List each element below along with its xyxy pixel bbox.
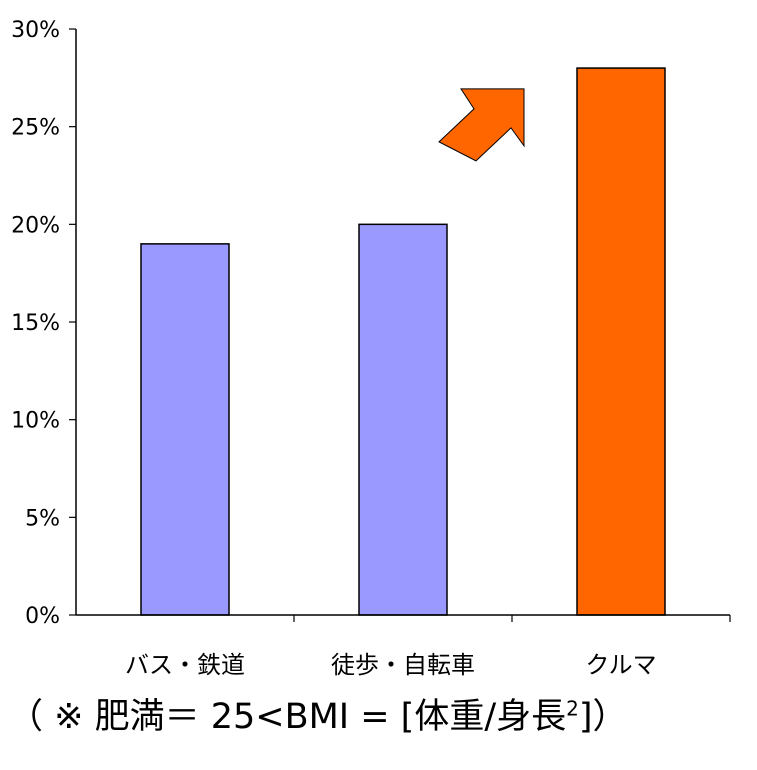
footnote-closing: ]） [578,697,628,737]
x-category-label: 徒歩・自転車 [331,651,475,679]
y-tick-label: 0% [25,604,60,629]
x-axis-labels: バス・鉄道 徒歩・自転車 クルマ [125,651,657,679]
axes [75,29,731,622]
y-axis-ticks: 0% 5% 10% 15% 20% 25% 30% [11,18,76,629]
y-tick-label: 20% [11,213,60,238]
y-tick-label: 10% [11,409,60,434]
y-tick-label: 5% [25,506,60,531]
x-category-label: クルマ [585,651,656,679]
bar-1 [140,243,230,616]
trend-arrow-icon [438,88,525,162]
bars [140,67,666,616]
bar-3 [576,67,666,616]
footnote-superscript: 2 [566,696,579,721]
bar-2 [358,223,448,616]
bar-chart: 0% 5% 10% 15% 20% 25% 30% バス・鉄道 徒歩・自転車 クルマ [11,18,731,679]
y-tick-label: 25% [11,116,60,141]
footnote-text: （ ※ 肥満＝ 25<BMI = [体重/身長 [8,697,567,737]
y-tick-label: 15% [11,311,60,336]
y-tick-label: 30% [11,18,60,43]
bmi-footnote: （ ※ 肥満＝ 25<BMI = [体重/身長2]） [8,688,753,739]
x-category-label: バス・鉄道 [125,651,245,679]
